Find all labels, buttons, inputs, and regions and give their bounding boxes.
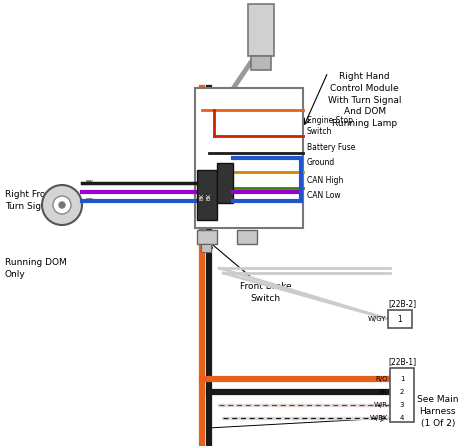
Text: Right Front
Turn Signal: Right Front Turn Signal [5, 190, 55, 211]
Text: 4: 4 [400, 415, 404, 421]
Text: BK: BK [207, 192, 211, 199]
Circle shape [53, 196, 71, 214]
Text: BK: BK [200, 192, 204, 199]
Text: W/BK: W/BK [370, 415, 388, 421]
Text: Battery Fuse: Battery Fuse [307, 143, 356, 152]
Text: Engine Stop
Switch: Engine Stop Switch [307, 116, 353, 136]
Circle shape [59, 202, 65, 208]
Text: [22B-2]: [22B-2] [388, 300, 416, 309]
Bar [388, 310, 412, 328]
Text: Running DOM
Only: Running DOM Only [5, 258, 67, 279]
Text: BK: BK [85, 181, 93, 186]
Bar [197, 230, 217, 244]
Circle shape [42, 185, 82, 225]
Text: 3: 3 [400, 402, 404, 408]
Text: 1: 1 [400, 376, 404, 382]
Text: Front Brake
Switch: Front Brake Switch [240, 282, 292, 303]
Bar [251, 56, 271, 70]
Text: V: V [85, 190, 89, 194]
Text: CAN High: CAN High [307, 176, 343, 185]
Text: W/GY: W/GY [367, 316, 386, 322]
Bar [195, 88, 303, 228]
Text: See Main
Harness
(1 Of 2): See Main Harness (1 Of 2) [417, 395, 458, 428]
Bar [197, 170, 217, 220]
Bar [237, 230, 257, 244]
Text: CAN Low: CAN Low [307, 191, 341, 200]
Text: 1: 1 [398, 314, 402, 323]
Text: R/O: R/O [375, 376, 388, 382]
Bar [390, 368, 414, 422]
Bar [201, 244, 211, 252]
Text: 2: 2 [400, 389, 404, 395]
Text: W/R: W/R [374, 402, 388, 408]
Text: Ground: Ground [307, 158, 335, 167]
Text: BE: BE [85, 198, 93, 203]
Bar [248, 4, 274, 56]
Text: Right Hand
Control Module
With Turn Signal
And DOM
Running Lamp: Right Hand Control Module With Turn Sign… [328, 72, 401, 128]
Text: [22B-1]: [22B-1] [388, 358, 416, 367]
Text: BK: BK [379, 389, 388, 395]
Bar [217, 163, 233, 203]
